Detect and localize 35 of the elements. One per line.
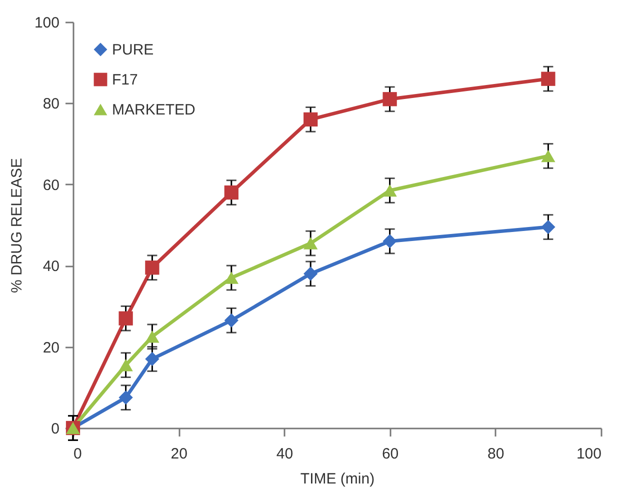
y-tick-label: 0 <box>51 420 60 438</box>
y-axis-title: % DRUG RELEASE <box>8 158 26 294</box>
y-tick-label: 40 <box>42 258 60 276</box>
point <box>224 313 238 328</box>
point <box>145 330 160 343</box>
legend-label: F17 <box>112 72 138 88</box>
legend-label: PURE <box>112 42 154 58</box>
point <box>224 185 238 200</box>
point <box>304 237 318 250</box>
point <box>118 390 133 405</box>
point <box>224 272 238 284</box>
x-axis-title: TIME (min) <box>300 470 375 488</box>
point <box>304 112 318 127</box>
point <box>382 234 397 248</box>
point <box>382 184 397 197</box>
point <box>541 220 556 234</box>
legend-label: MARKETED <box>112 102 196 118</box>
y-tick-label: 100 <box>34 14 60 32</box>
y-tick-label: 20 <box>42 339 60 356</box>
point <box>118 358 133 372</box>
point <box>382 92 397 106</box>
x-tick-label: 0 <box>74 446 82 462</box>
point <box>145 260 160 275</box>
y-tick-label: 60 <box>42 176 60 194</box>
point <box>304 266 318 281</box>
point <box>118 311 133 326</box>
x-tick-label: 100 <box>576 446 602 462</box>
x-tick-label: 20 <box>170 446 188 462</box>
y-tick-label: 80 <box>42 96 60 113</box>
x-tick-label: 40 <box>276 446 294 462</box>
x-tick-label: 80 <box>488 446 504 462</box>
point <box>541 150 556 162</box>
x-tick-label: 60 <box>382 446 399 462</box>
point <box>145 352 160 366</box>
point <box>541 72 556 86</box>
